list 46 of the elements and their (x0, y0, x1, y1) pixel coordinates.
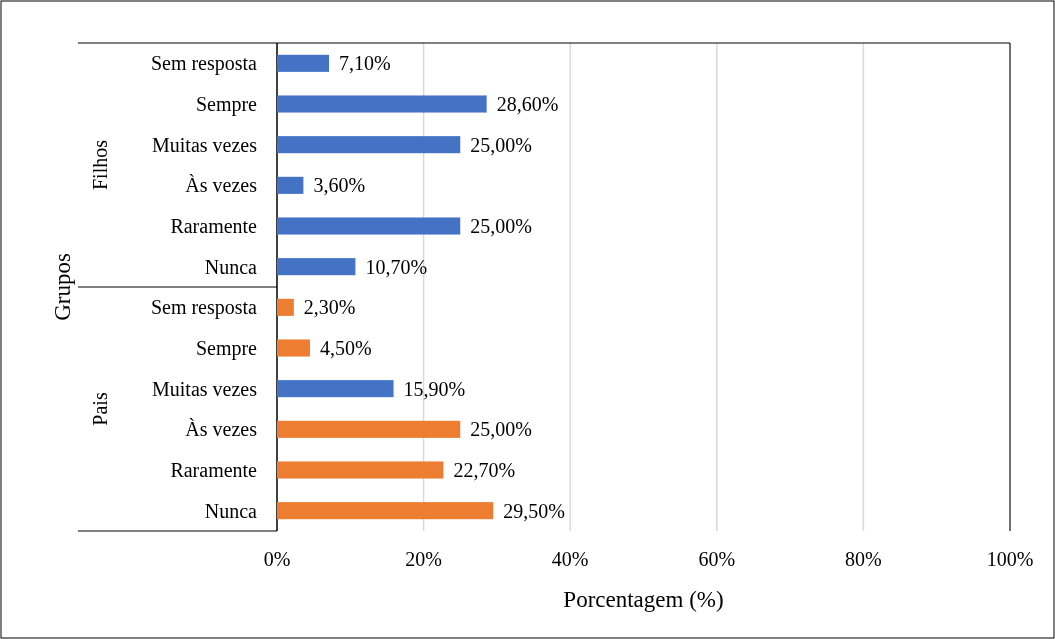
y-axis-title: Grupos (50, 253, 76, 321)
bar (277, 258, 356, 276)
bar (277, 502, 494, 520)
y-tick-label: Nunca (204, 499, 258, 522)
y-tick-label: Sem resposta (150, 296, 258, 320)
data-label: 25,00% (470, 418, 532, 441)
y-tick-label: Sempre (195, 93, 258, 116)
bar (277, 176, 304, 194)
x-tick-label: 60% (698, 548, 736, 570)
y-tick-label: Nunca (204, 255, 258, 278)
y-tick-label: Muitas vezes (152, 133, 258, 156)
y-tick-label: Às vezes (185, 174, 258, 197)
data-label: 22,70% (453, 459, 516, 481)
data-label: 25,00% (470, 215, 532, 237)
bar (277, 95, 487, 113)
x-tick-label: 0% (263, 548, 291, 570)
y-tick-label: Sem resposta (150, 52, 258, 76)
bar (277, 217, 461, 235)
bar (277, 420, 461, 438)
data-label: 4,50% (319, 337, 372, 359)
data-label: 25,00% (470, 133, 532, 156)
x-tick-label: 40% (551, 548, 589, 570)
data-label: 7,10% (339, 52, 391, 75)
x-tick-label: 20% (405, 548, 442, 570)
bar (277, 339, 310, 357)
bar (277, 136, 461, 154)
y-tick-label: Às vezes (185, 418, 258, 441)
data-label: 28,60% (496, 93, 559, 115)
data-label: 2,30% (303, 296, 356, 319)
text: Pais (89, 392, 111, 426)
data-label: 10,70% (365, 255, 428, 278)
bar (277, 298, 294, 316)
bar (277, 461, 444, 479)
text: Filhos (89, 139, 111, 191)
x-tick-label: 80% (845, 548, 882, 570)
data-label: 15,90% (403, 377, 466, 400)
x-axis-title: Porcentagem (%) (563, 587, 724, 612)
x-tick-label: 100% (986, 548, 1034, 570)
data-label: 29,50% (503, 499, 565, 522)
bar (277, 54, 330, 72)
y-tick-label: Sempre (195, 337, 258, 360)
y-tick-label: Raramente (170, 215, 258, 237)
y-tick-label: Raramente (170, 459, 258, 481)
data-label: 3,60% (313, 174, 366, 197)
bar (277, 380, 394, 398)
y-tick-label: Muitas vezes (152, 377, 258, 400)
